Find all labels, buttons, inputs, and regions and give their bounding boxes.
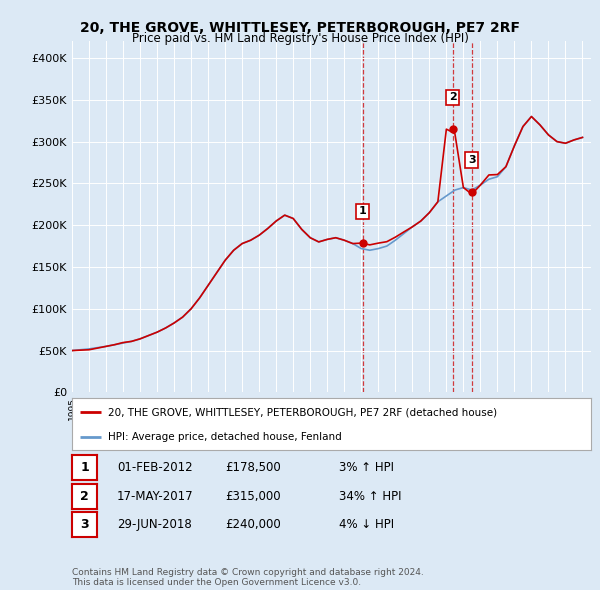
Text: 1: 1: [359, 206, 367, 217]
Text: Price paid vs. HM Land Registry's House Price Index (HPI): Price paid vs. HM Land Registry's House …: [131, 32, 469, 45]
Text: 3: 3: [468, 155, 476, 165]
Text: 29-JUN-2018: 29-JUN-2018: [117, 518, 192, 531]
Text: Contains HM Land Registry data © Crown copyright and database right 2024.
This d: Contains HM Land Registry data © Crown c…: [72, 568, 424, 587]
Text: HPI: Average price, detached house, Fenland: HPI: Average price, detached house, Fenl…: [109, 432, 342, 441]
Text: 3: 3: [80, 518, 89, 531]
Text: £178,500: £178,500: [225, 461, 281, 474]
Text: 17-MAY-2017: 17-MAY-2017: [117, 490, 194, 503]
Text: 2: 2: [80, 490, 89, 503]
Text: £240,000: £240,000: [225, 518, 281, 531]
Text: 20, THE GROVE, WHITTLESEY, PETERBOROUGH, PE7 2RF (detached house): 20, THE GROVE, WHITTLESEY, PETERBOROUGH,…: [109, 407, 497, 417]
Text: £315,000: £315,000: [225, 490, 281, 503]
Text: 4% ↓ HPI: 4% ↓ HPI: [339, 518, 394, 531]
Text: 1: 1: [80, 461, 89, 474]
Text: 34% ↑ HPI: 34% ↑ HPI: [339, 490, 401, 503]
Text: 20, THE GROVE, WHITTLESEY, PETERBOROUGH, PE7 2RF: 20, THE GROVE, WHITTLESEY, PETERBOROUGH,…: [80, 21, 520, 35]
Text: 3% ↑ HPI: 3% ↑ HPI: [339, 461, 394, 474]
Text: 2: 2: [449, 92, 457, 102]
Text: 01-FEB-2012: 01-FEB-2012: [117, 461, 193, 474]
